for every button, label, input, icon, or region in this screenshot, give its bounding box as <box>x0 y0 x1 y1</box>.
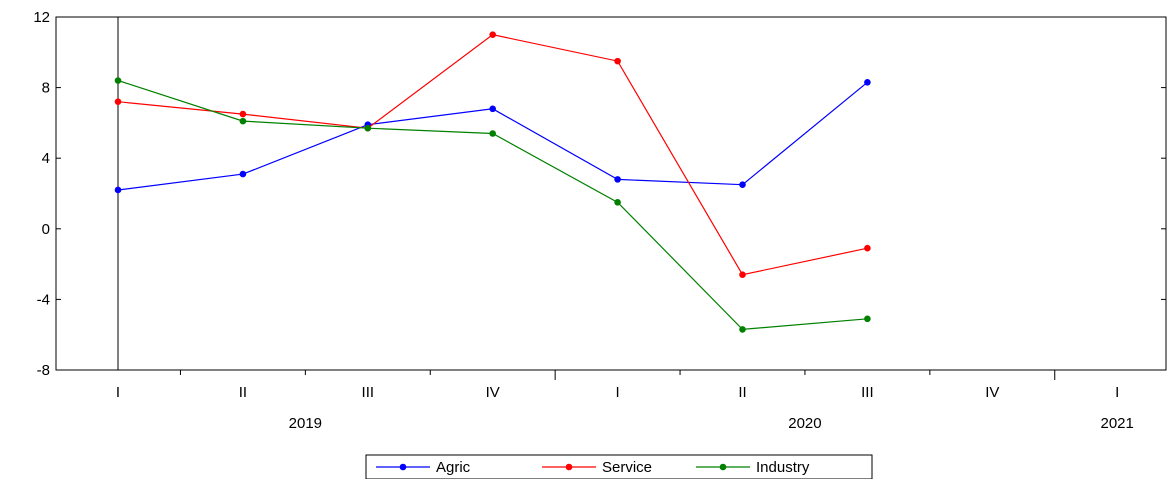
series-industry <box>114 77 871 333</box>
series-service <box>114 31 871 278</box>
x-tick-label: I <box>616 384 620 401</box>
y-tick-label: -8 <box>37 362 50 379</box>
y-tick-label: 4 <box>42 150 50 167</box>
y-tick-label: 12 <box>33 9 50 26</box>
data-point <box>739 271 746 278</box>
y-tick-label: -4 <box>37 291 50 308</box>
series-line <box>117 79 868 331</box>
x-tick-label: IV <box>985 384 999 401</box>
data-point <box>864 315 871 323</box>
data-point <box>739 181 746 188</box>
x-tick-label: III <box>362 384 375 401</box>
legend-label: Service <box>602 459 652 476</box>
data-point <box>114 98 122 106</box>
legend-box <box>365 454 873 480</box>
data-point <box>239 170 247 178</box>
x-tick-label: I <box>1115 384 1119 401</box>
y-tick-label: 0 <box>42 221 50 238</box>
legend-label: Agric <box>436 459 471 476</box>
x-tick-label: III <box>861 384 874 401</box>
x-tick-label: II <box>239 384 247 401</box>
legend-swatch-marker <box>565 463 573 471</box>
data-point <box>489 105 497 113</box>
data-point <box>114 77 122 84</box>
x-tick-label: I <box>116 384 120 401</box>
data-point <box>614 176 621 183</box>
data-point <box>239 117 247 125</box>
legend-label: Industry <box>756 459 810 476</box>
data-point <box>489 130 497 137</box>
y-tick-label: 8 <box>42 80 50 97</box>
data-point <box>489 31 497 38</box>
plot-frame <box>55 16 1167 371</box>
data-point <box>239 110 247 118</box>
x-tick-label: II <box>738 384 746 401</box>
data-point <box>864 79 871 86</box>
x-tick-label: IV <box>486 384 500 401</box>
year-label: 2019 <box>289 415 322 432</box>
data-point <box>614 57 621 65</box>
year-label: 2020 <box>788 415 821 432</box>
year-label: 2021 <box>1101 415 1134 432</box>
legend: Agric Service Industry <box>365 454 873 480</box>
legend-swatch-marker <box>719 463 727 471</box>
data-point <box>614 199 621 206</box>
data-point <box>364 124 372 132</box>
series-line <box>117 34 868 276</box>
data-point <box>114 186 122 194</box>
series-lines <box>114 31 871 333</box>
data-point <box>739 326 746 333</box>
legend-swatch-marker <box>399 463 407 471</box>
series-agric <box>114 79 871 194</box>
data-point <box>864 244 871 252</box>
